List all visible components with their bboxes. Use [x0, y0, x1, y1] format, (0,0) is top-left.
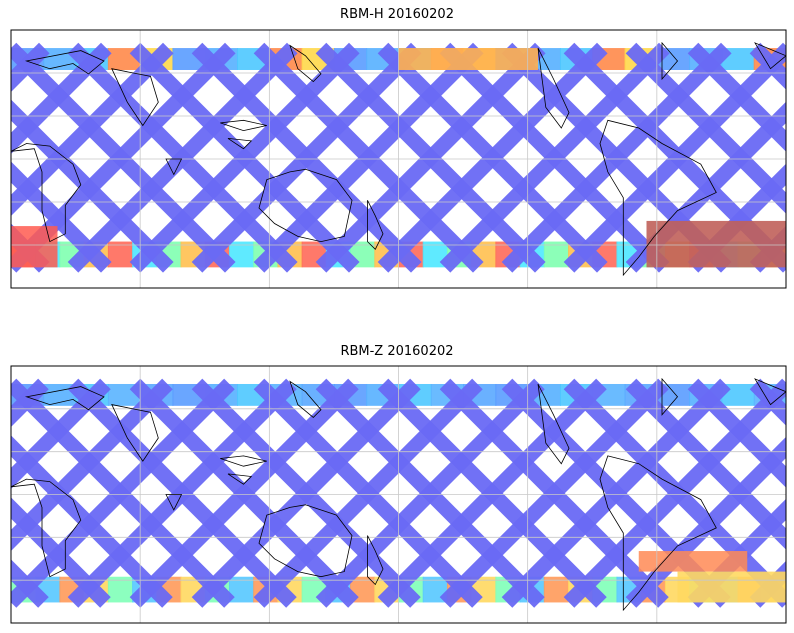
- swath-descending: [129, 378, 359, 608]
- swath-ascending: [687, 378, 786, 488]
- swath-descending: [563, 378, 786, 608]
- coastline: [24, 50, 105, 75]
- swath-descending: [563, 42, 786, 273]
- map-frame: [10, 365, 787, 624]
- swath-descending: [501, 42, 732, 273]
- map-content: [11, 30, 786, 288]
- swath-ascending: [11, 161, 112, 273]
- coastline: [165, 158, 183, 176]
- coastline: [227, 473, 253, 485]
- swath-descending: [67, 378, 297, 608]
- coastline: [754, 42, 786, 70]
- swath-descending: [253, 378, 483, 608]
- coastline: [111, 68, 159, 127]
- hotspot-region: [398, 48, 538, 70]
- coastline: [111, 404, 159, 462]
- coastline: [24, 386, 105, 411]
- swath-ascending: [687, 42, 786, 152]
- swath-descending: [129, 42, 360, 273]
- coastline: [661, 377, 679, 416]
- map-frame: [10, 29, 787, 289]
- coastline: [220, 119, 267, 132]
- swath-descending: [11, 42, 174, 216]
- hotspot-region: [11, 226, 58, 268]
- coverage-south-cell: [107, 576, 134, 603]
- swath-descending: [11, 378, 173, 552]
- coastline: [661, 41, 679, 81]
- hotspot-region: [677, 571, 786, 603]
- coverage-south-cell: [107, 241, 134, 268]
- hotspot-region: [638, 551, 748, 572]
- swath-descending: [501, 378, 731, 608]
- coastline: [537, 383, 570, 465]
- swath-descending: [315, 42, 546, 273]
- coastline: [11, 478, 82, 578]
- coastline: [754, 378, 786, 406]
- swath-descending: [377, 378, 607, 608]
- coastline: [537, 47, 570, 129]
- swath-descending: [439, 42, 670, 273]
- swath-descending: [315, 378, 545, 608]
- coastline: [165, 494, 183, 511]
- coastline: [599, 119, 717, 277]
- coastline: [258, 168, 353, 243]
- swath-descending: [191, 378, 421, 608]
- swath-descending: [377, 42, 608, 273]
- swath-descending: [191, 42, 422, 273]
- map-panel-2: [10, 365, 787, 624]
- coastline: [11, 143, 82, 243]
- swath-descending: [253, 42, 484, 273]
- coastline: [289, 380, 322, 418]
- swath-descending: [439, 378, 669, 608]
- swath-ascending: [11, 497, 111, 608]
- swath-descending: [11, 42, 112, 154]
- coastline: [227, 138, 253, 150]
- map-panel-1: [10, 29, 787, 289]
- swath-descending: [11, 378, 111, 490]
- coastline: [599, 455, 717, 612]
- swath-descending: [67, 42, 298, 273]
- map-title-bottom: RBM-Z 20160202: [340, 344, 454, 359]
- coastline: [289, 44, 322, 83]
- coastline: [367, 535, 384, 586]
- coastline: [220, 455, 267, 467]
- map-content: [11, 366, 786, 623]
- coastline: [258, 504, 353, 578]
- hotspot-region: [646, 220, 786, 268]
- coastline: [367, 200, 384, 250]
- map-title-top: RBM-H 20160202: [340, 7, 454, 22]
